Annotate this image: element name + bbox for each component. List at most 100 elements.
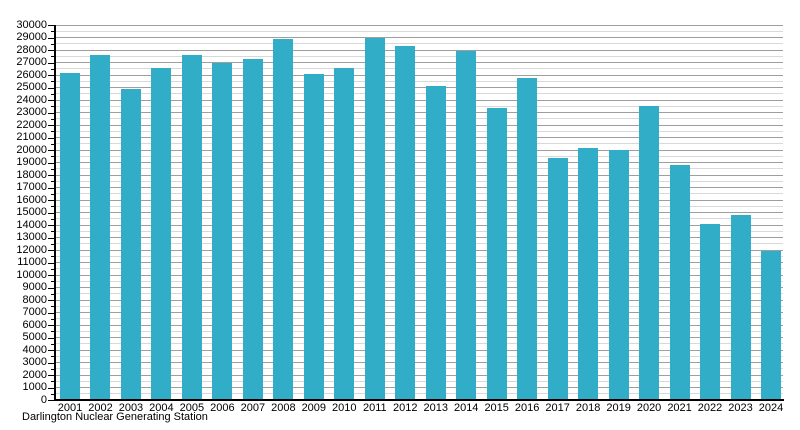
y-axis-major-tick: [48, 200, 55, 201]
minor-gridline: [56, 155, 783, 157]
y-axis-minor-tick: [51, 306, 55, 308]
minor-gridline: [56, 55, 783, 57]
minor-gridline: [56, 168, 783, 170]
y-axis-label: 2000: [22, 368, 47, 381]
y-axis-label: 19000: [16, 156, 47, 168]
y-axis-major-tick: [48, 300, 55, 301]
major-gridline: [56, 162, 783, 163]
minor-gridline: [56, 218, 783, 220]
major-gridline: [56, 262, 783, 263]
y-axis-major-tick: [48, 37, 55, 39]
y-axis-major-tick: [48, 187, 55, 189]
x-axis-label: 2021: [667, 402, 692, 414]
bar-2017: [547, 157, 568, 400]
y-axis-major-tick: [48, 100, 55, 101]
x-axis-label: 2017: [545, 402, 570, 414]
bar-2012: [395, 45, 416, 400]
minor-gridline: [56, 93, 783, 95]
minor-gridline: [56, 255, 783, 257]
y-axis-minor-tick: [51, 93, 55, 95]
y-axis-label: 11000: [17, 256, 47, 268]
major-gridline: [56, 199, 783, 201]
minor-gridline: [56, 105, 783, 107]
y-axis-major-tick: [48, 162, 55, 164]
minor-gridline: [56, 243, 783, 245]
y-axis-label: 3000: [22, 356, 47, 368]
major-gridline: [56, 149, 783, 151]
y-axis-minor-tick: [51, 243, 55, 245]
minor-gridline: [56, 368, 783, 370]
bar-2004: [151, 68, 172, 400]
bar-2021: [669, 165, 690, 400]
x-axis-label: 2006: [210, 402, 235, 414]
x-axis-label: 2009: [301, 402, 327, 414]
y-axis-label: 25000: [16, 81, 47, 93]
x-axis-label: 2001: [57, 402, 83, 414]
bar-2010: [334, 67, 355, 400]
major-gridline: [56, 324, 783, 326]
major-gridline: [56, 74, 783, 76]
minor-gridline: [56, 80, 783, 82]
y-axis-major-tick: [48, 312, 55, 314]
y-axis-minor-tick: [51, 268, 55, 270]
y-axis-label: 18000: [16, 168, 47, 181]
y-axis-major-tick: [48, 125, 55, 126]
minor-gridline: [56, 355, 783, 357]
y-axis-major-tick: [48, 400, 55, 401]
y-axis-minor-tick: [51, 206, 55, 208]
y-axis-major-tick: [48, 350, 55, 351]
y-axis-line: [54, 25, 56, 401]
y-axis-label: 10000: [16, 268, 47, 281]
y-axis-label: 5000: [22, 331, 47, 343]
x-axis-label: 2002: [88, 402, 113, 414]
x-axis-label: 2005: [179, 402, 205, 414]
x-axis-label: 2013: [423, 402, 448, 414]
y-axis-minor-tick: [51, 168, 55, 170]
bar-2016: [517, 77, 538, 400]
bar-2019: [608, 150, 629, 400]
minor-gridline: [56, 230, 783, 232]
y-axis-label: 26000: [16, 68, 47, 81]
y-axis-major-tick: [48, 362, 55, 364]
y-axis-label: 4000: [22, 343, 47, 356]
major-gridline: [56, 274, 783, 276]
y-axis-major-tick: [48, 387, 55, 389]
y-axis-major-tick: [48, 150, 55, 151]
y-axis-major-tick: [48, 175, 55, 176]
y-axis-major-tick: [48, 225, 55, 226]
major-gridline: [56, 212, 783, 213]
y-axis-major-tick: [48, 337, 55, 339]
y-axis-label: 0: [40, 393, 47, 406]
y-axis-major-tick: [48, 62, 55, 64]
y-axis-label: 9000: [22, 281, 47, 293]
y-axis-minor-tick: [51, 356, 55, 358]
x-axis-label: 2019: [606, 402, 631, 414]
x-axis-label: 2011: [362, 402, 387, 414]
y-axis-minor-tick: [51, 393, 55, 395]
bar-2005: [181, 55, 202, 400]
y-axis-label: 12000: [16, 243, 47, 256]
x-axis-label: 2008: [271, 402, 296, 414]
major-gridline: [56, 87, 783, 88]
y-axis-minor-tick: [51, 281, 55, 283]
bar-2002: [90, 55, 111, 400]
y-axis-major-tick: [48, 275, 55, 276]
bar-2007: [242, 59, 263, 400]
minor-gridline: [56, 318, 783, 320]
y-axis-minor-tick: [51, 81, 55, 83]
bar-2020: [639, 106, 660, 400]
major-gridline: [56, 99, 783, 101]
y-axis-minor-tick: [51, 331, 55, 333]
minor-gridline: [56, 118, 783, 120]
y-axis-minor-tick: [51, 368, 55, 370]
y-axis-label: 1000: [22, 381, 47, 393]
major-gridline: [56, 362, 783, 363]
y-axis-minor-tick: [51, 31, 55, 33]
y-axis-major-tick: [48, 262, 55, 264]
bar-2024: [761, 250, 781, 400]
y-axis-label: 16000: [16, 193, 47, 206]
major-gridline: [56, 299, 783, 301]
major-gridline: [56, 37, 783, 38]
bar-2015: [486, 108, 507, 400]
bar-2014: [456, 50, 477, 400]
